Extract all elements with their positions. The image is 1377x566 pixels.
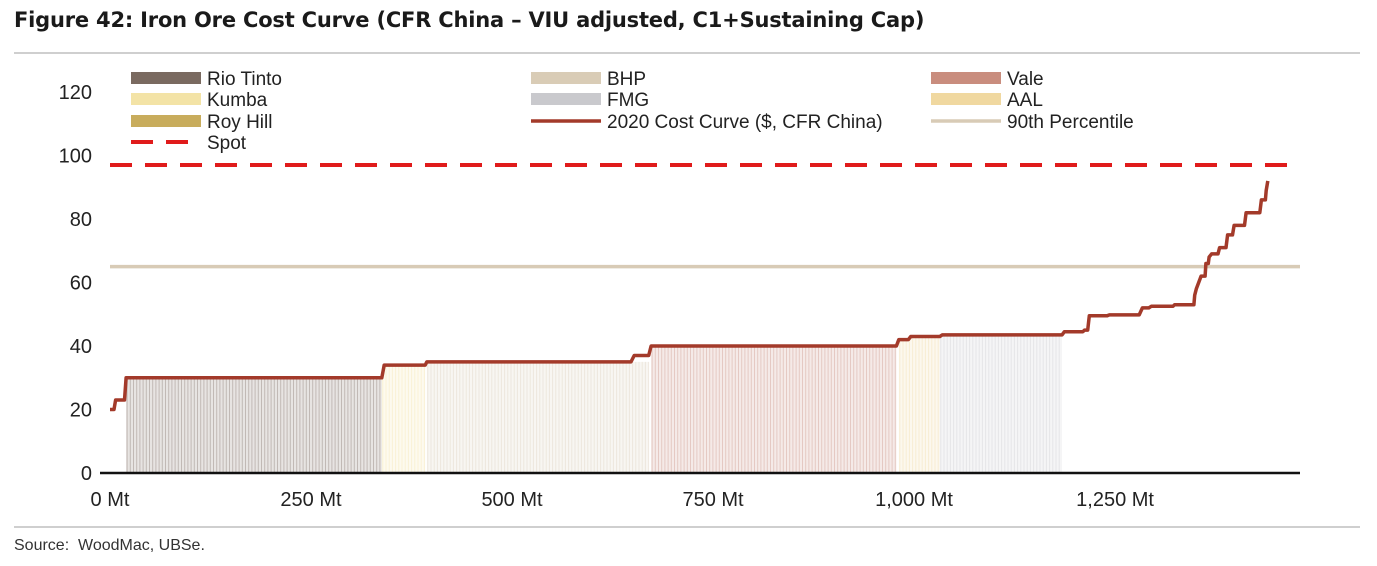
- reference-lines: [110, 163, 1300, 269]
- y-tick-label: 120: [59, 82, 92, 104]
- bar-fill: [898, 338, 940, 473]
- legend-swatch: [131, 72, 201, 84]
- company-bars: [126, 334, 1062, 473]
- bar-hatch: [427, 361, 650, 473]
- legend-swatch: [531, 93, 601, 105]
- legend-item-spot: Spot: [131, 133, 247, 154]
- bar-hatch: [899, 338, 939, 473]
- bar-hatch: [651, 346, 896, 473]
- legend-item-fmg: FMG: [531, 90, 649, 111]
- bar-fill: [381, 365, 426, 473]
- cost-curve-chart: 0 20 40 60 80 100 120 0 Mt 250 Mt 500 Mt 750 Mt 1,0…: [59, 69, 1300, 511]
- legend-item-rio-tinto: Rio Tinto: [131, 69, 282, 90]
- top-rule: [14, 52, 1360, 54]
- legend-item-aal: AAL: [931, 90, 1043, 111]
- bar-rio-tinto: [126, 377, 382, 473]
- source-note: Source: WoodMac, UBSe.: [14, 537, 205, 554]
- y-tick-label: 100: [59, 146, 92, 168]
- legend-swatch: [131, 93, 201, 105]
- x-tick-label: 1,000 Mt: [875, 489, 953, 511]
- bar-bhp: [426, 361, 650, 473]
- legend-swatch: [131, 115, 201, 127]
- legend-item-roy-hill: Roy Hill: [131, 112, 272, 133]
- y-tick-label: 60: [70, 273, 92, 295]
- legend-label: Vale: [1007, 69, 1044, 90]
- bar-hatch: [940, 334, 1060, 473]
- legend-label: FMG: [607, 90, 649, 111]
- bar-hatch: [382, 365, 425, 473]
- legend-swatch: [931, 72, 1001, 84]
- x-tick-label: 1,250 Mt: [1076, 489, 1154, 511]
- legend-swatch: [931, 93, 1001, 105]
- bar-vale: [651, 346, 897, 473]
- bar-hatch: [126, 377, 381, 473]
- x-tick-label: 0 Mt: [91, 489, 130, 511]
- y-tick-label: 20: [70, 400, 92, 422]
- y-tick-label: 40: [70, 336, 92, 358]
- bar-aal: [898, 338, 940, 473]
- legend-label: 2020 Cost Curve ($, CFR China): [607, 112, 883, 133]
- x-tick-label: 750 Mt: [682, 489, 744, 511]
- legend-label: 90th Percentile: [1007, 112, 1134, 133]
- bar-kumba: [381, 365, 426, 473]
- legend-label: Spot: [207, 133, 247, 154]
- axes: 0 20 40 60 80 100 120 0 Mt 250 Mt 500 Mt 750 Mt 1,0…: [59, 82, 1300, 511]
- legend-item-kumba: Kumba: [131, 90, 268, 111]
- bar-fill: [651, 346, 897, 473]
- legend-item-vale: Vale: [931, 69, 1044, 90]
- bottom-rule: [14, 526, 1360, 528]
- legend-label: Kumba: [207, 90, 268, 111]
- legend-label: Roy Hill: [207, 112, 272, 133]
- legend: Rio Tinto BHP Vale Kumba FMG AAL Roy Hill 2020 …: [131, 69, 1134, 154]
- legend-label: AAL: [1007, 90, 1043, 111]
- x-tick-label: 250 Mt: [280, 489, 342, 511]
- legend-item-bhp: BHP: [531, 69, 646, 90]
- bar-fill: [126, 377, 382, 473]
- legend-label: BHP: [607, 69, 646, 90]
- chart-title: Figure 42: Iron Ore Cost Curve (CFR Chin…: [14, 8, 925, 32]
- bar-fill: [426, 361, 649, 473]
- y-tick-label: 80: [70, 209, 92, 231]
- bar-fill: [939, 334, 1062, 473]
- y-tick-label: 0: [81, 463, 92, 485]
- bar-fmg: [939, 334, 1062, 473]
- legend-item-2020-cost-curve-cfr-china: 2020 Cost Curve ($, CFR China): [531, 112, 883, 133]
- legend-item-90th-percentile: 90th Percentile: [931, 112, 1134, 133]
- cost-curve: [110, 180, 1270, 412]
- x-tick-label: 500 Mt: [481, 489, 543, 511]
- cost-curve-line: [110, 180, 1270, 412]
- legend-label: Rio Tinto: [207, 69, 282, 90]
- legend-swatch: [531, 72, 601, 84]
